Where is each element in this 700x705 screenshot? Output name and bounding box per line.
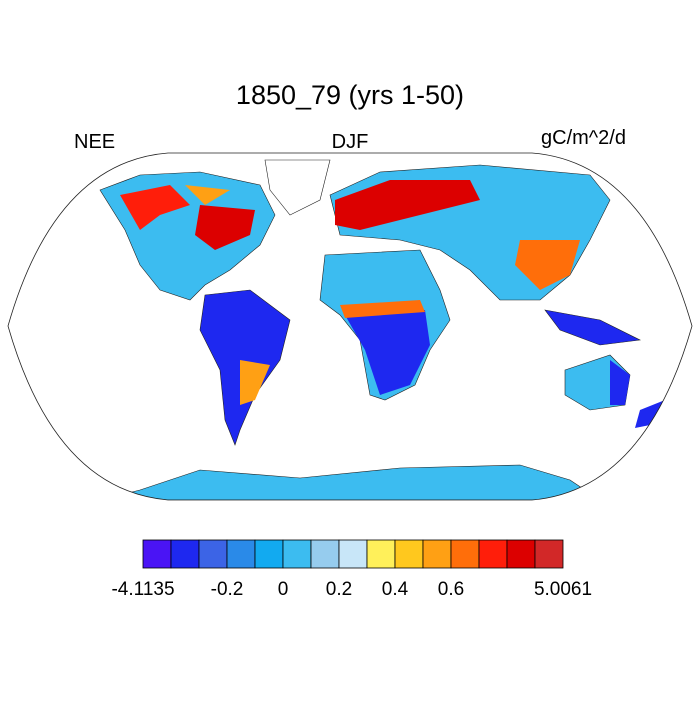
- colorbar-box: [394, 539, 424, 569]
- patch: [120, 185, 190, 230]
- right-label: gC/m^2/d: [541, 127, 626, 149]
- title: 1850_79 (yrs 1-50): [236, 80, 464, 110]
- patch: [185, 185, 230, 205]
- map: [7, 152, 693, 501]
- patch: [610, 360, 630, 405]
- patch: [515, 240, 580, 290]
- colorbar-label: 5.0061: [534, 579, 592, 600]
- north-america: [99, 171, 276, 301]
- colorbar-label: 0.6: [438, 579, 464, 600]
- colorbar-box: [254, 539, 284, 569]
- new-zealand: [635, 400, 665, 428]
- patch: [335, 180, 480, 230]
- antarctica: [99, 464, 601, 500]
- colorbar-label: -4.1135: [111, 579, 174, 600]
- colorbar-box: [478, 539, 508, 569]
- colorbar: -4.1135 -0.2 0 0.2 0.4 0.6 5.0061: [111, 539, 592, 600]
- colorbar-label: 0.2: [326, 579, 352, 600]
- colorbar-box: [338, 539, 368, 569]
- map-border: [7, 152, 693, 501]
- colorbar-box: [506, 539, 536, 569]
- colorbar-box: [450, 539, 480, 569]
- colorbar-box: [170, 539, 200, 569]
- colorbar-label: 0.4: [382, 579, 409, 600]
- greenland: [264, 159, 331, 216]
- colorbar-box: [310, 539, 340, 569]
- colorbar-label: -0.2: [211, 579, 244, 600]
- colorbar-label: 0: [278, 579, 289, 600]
- patch: [345, 310, 430, 395]
- islands: [544, 309, 642, 346]
- land: [99, 159, 665, 500]
- colorbar-box: [198, 539, 228, 569]
- colorbar-box: [422, 539, 452, 569]
- colorbar-box: [282, 539, 312, 569]
- center-label: DJF: [332, 131, 369, 153]
- patch: [340, 300, 425, 318]
- colorbar-box: [142, 539, 172, 569]
- left-label: NEE: [74, 131, 115, 153]
- patch: [240, 360, 270, 405]
- colorbar-box: [366, 539, 396, 569]
- colorbar-box: [226, 539, 256, 569]
- patch: [195, 205, 255, 250]
- colorbar-box: [534, 539, 564, 569]
